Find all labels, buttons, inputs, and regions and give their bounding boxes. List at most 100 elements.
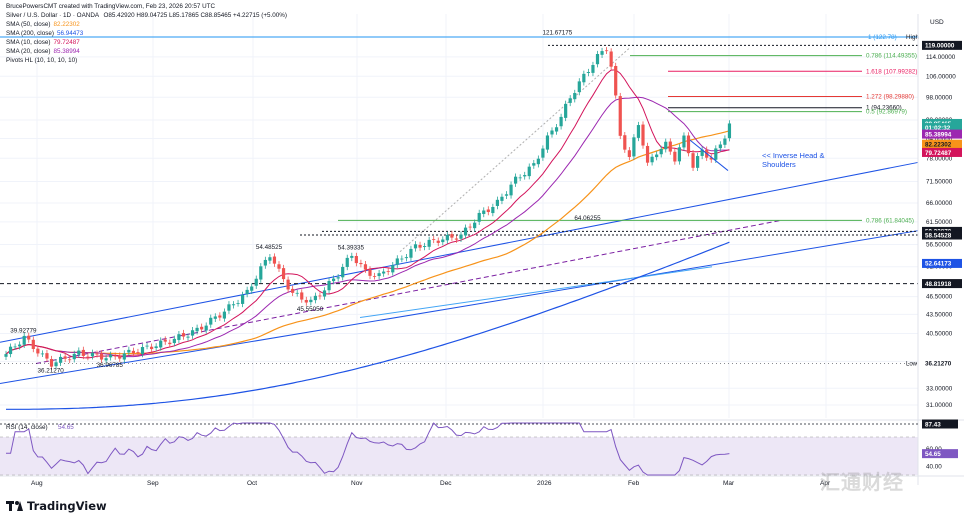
fib-level-label: 0.5 (92.86979) [866,109,907,116]
candle-body [127,349,131,353]
candle-body [586,72,590,73]
candle-body [445,234,449,241]
time-tick-label: Feb [628,480,640,487]
time-tick-label: Oct [247,480,257,487]
candle-body [31,339,35,349]
candle-body [691,153,695,168]
candle-body [341,266,345,278]
candle-body [595,54,600,65]
time-tick-label: Mar [723,480,735,487]
fib-level-label: 1 (94.23660) [866,105,902,112]
tradingview-logo: TradingView [6,499,107,513]
candle-body [300,292,304,300]
indicator-sma20[interactable]: SMA (20, close) 85.38994 [6,48,80,55]
candle-body [395,258,399,265]
price-tick-label: 98.00000 [926,94,953,101]
candle-body [336,277,340,279]
candle-body [54,362,58,367]
candle-body [423,246,427,248]
price-axis-tag-text: 52.64173 [925,261,952,268]
indicator-sma50[interactable]: SMA (50, close) 82.22302 [6,21,80,28]
candle-body [518,177,522,179]
sma50-line [5,130,730,355]
candle-body [459,234,463,239]
candle-body [564,103,568,118]
rsi-upper-tag [922,419,958,429]
candle-body [409,248,413,258]
candle-body [104,358,108,361]
candle-body [122,353,126,360]
candle-body [623,135,627,150]
candle-body [113,355,117,357]
price-tick-label: 114.00000 [926,54,956,61]
candle-body [268,257,272,261]
candle-body [263,259,267,266]
price-tick-label: 61.50000 [926,219,953,226]
fib-level-label: 0.786 (61.84045) [866,217,914,224]
time-axis: Aug Sep Oct Nov Dec 2026 Feb Mar Apr [0,475,964,487]
candle-body [209,317,213,325]
candle-body [605,50,609,52]
price-annotation: 45.55050 [297,306,324,313]
rsi-value-tag-text: 54.65 [925,451,941,458]
time-tick-label: Aug [31,480,43,487]
price-axis-tag-text: 79.72487 [925,150,952,157]
price-axis-tag-text: 82.22302 [925,142,952,149]
price-axis-tag-text: 119.00000 [925,43,955,50]
candle-body [109,354,113,358]
pattern-label-line1: << Inverse Head & [762,151,825,160]
price-axis-tag [922,123,962,133]
candle-body [186,336,190,338]
price-annotation: 121.67175 [543,29,573,36]
candle-body [427,239,431,247]
rsi-label: RSI (14, close) [6,424,48,431]
candle-body [400,258,404,260]
fib-level-label: 1 (122.78) [868,34,897,41]
price-tick-label: 106.00000 [926,73,956,80]
indicator-sma10[interactable]: SMA (10, close) 79.72487 [6,39,80,46]
price-annotation: 39.92779 [10,327,37,334]
candle-body [86,356,90,358]
candle-body [550,130,554,135]
candle-body [318,295,322,297]
price-tick-label: 46.50000 [926,294,953,301]
candle-body [295,292,299,294]
candle-body [641,124,645,146]
time-tick-label: Sep [147,480,159,487]
candle-body [718,144,722,149]
fib-level-label: 1.618 (107.99282) [866,68,917,75]
watermark: 汇通财经 [820,470,904,494]
candle-body [168,342,172,345]
candle-body [554,127,559,132]
candle-body [259,266,263,280]
price-axis-tag [922,147,962,157]
candle-body [250,286,254,291]
indicator-sma200[interactable]: SMA (200, close) 56.94473 [6,30,84,37]
candle-body [523,175,527,177]
sma10-line [5,69,730,359]
reference-lines [0,36,918,364]
candle-body [609,51,613,67]
candle-body [163,339,167,342]
candle-body [568,98,572,103]
candle-body [463,227,468,236]
sma20-line [5,96,730,358]
time-tick-label: 2026 [537,480,552,487]
time-tick-label: Nov [351,480,363,487]
pattern-label-line2: Shoulders [762,160,796,169]
candle-body [95,353,99,355]
candle-body [577,81,581,93]
high-tag: High [906,34,919,41]
indicator-pivots[interactable]: Pivots HL (10, 10, 10, 10) [6,57,78,64]
price-axis-tag [922,279,962,289]
candle-body [140,347,145,355]
candle-body [213,316,217,319]
rsi-line [6,422,730,476]
candle-body [591,65,595,73]
candle-body [131,350,135,354]
candle-body [4,354,8,357]
candle-body [627,150,631,157]
price-tick-label: 84.00000 [926,135,953,142]
